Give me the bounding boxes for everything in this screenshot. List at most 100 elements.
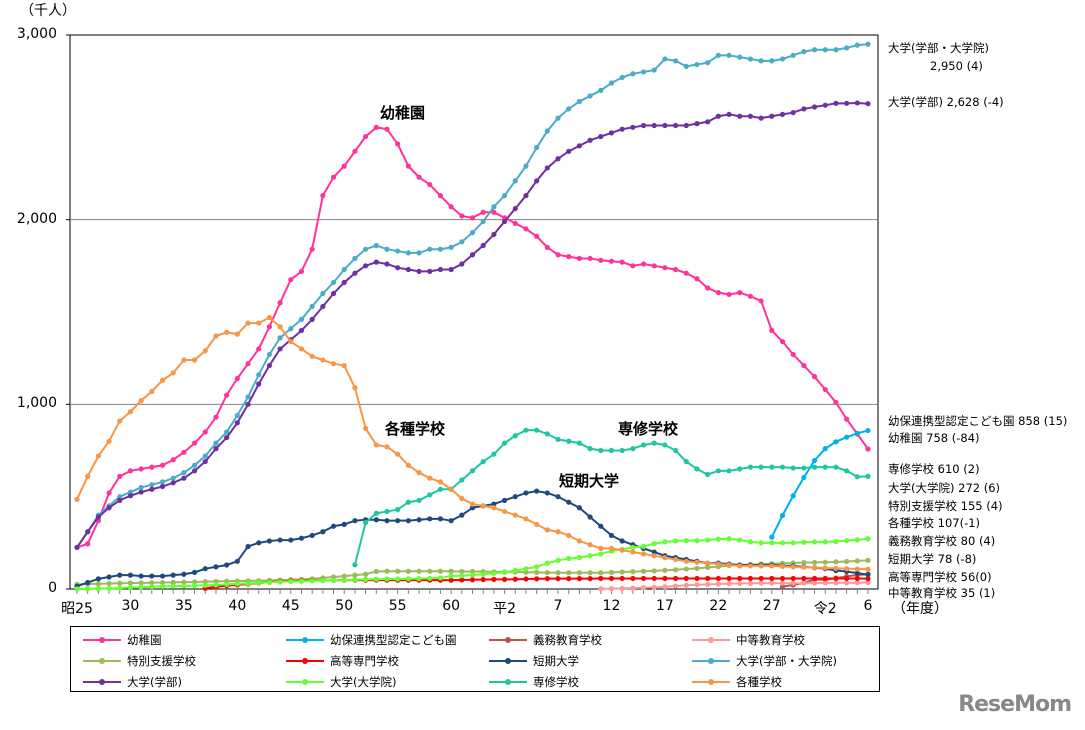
data-point — [266, 538, 273, 544]
data-point — [245, 320, 251, 326]
data-point — [448, 486, 454, 492]
data-point — [683, 575, 689, 582]
data-point — [737, 537, 743, 543]
data-point — [469, 229, 476, 236]
data-point — [437, 568, 444, 574]
data-point — [854, 537, 860, 543]
data-point — [630, 446, 636, 452]
data-point — [555, 115, 561, 121]
series-line — [770, 429, 869, 538]
data-point — [95, 576, 101, 582]
data-point — [149, 464, 155, 470]
data-point — [822, 464, 828, 470]
x-tick-label: 平2 — [493, 601, 517, 617]
data-point — [844, 575, 850, 582]
data-point — [427, 492, 433, 498]
data-point — [159, 583, 166, 590]
legend-label: 大学(学部) — [127, 675, 182, 689]
data-point — [95, 581, 101, 587]
data-point — [437, 575, 444, 581]
y-axis-label: （千人） — [20, 3, 76, 19]
data-point — [651, 549, 657, 555]
data-point — [854, 570, 860, 576]
data-point — [106, 580, 112, 587]
data-point — [363, 246, 369, 252]
data-point — [705, 575, 711, 582]
data-point — [544, 431, 550, 437]
data-point — [288, 578, 294, 585]
data-point — [512, 567, 518, 574]
data-point — [256, 540, 262, 546]
data-point — [651, 575, 657, 582]
data-point — [566, 148, 572, 154]
data-point — [630, 544, 636, 551]
data-point — [630, 71, 636, 77]
data-point — [534, 145, 540, 151]
data-point — [534, 521, 540, 527]
data-point — [384, 518, 390, 524]
data-point — [844, 566, 850, 572]
data-point — [790, 493, 796, 499]
data-point — [705, 537, 711, 543]
data-point — [427, 475, 433, 481]
x-tick-label: 55 — [388, 598, 407, 614]
data-point — [619, 126, 625, 132]
data-point — [309, 353, 315, 359]
data-point — [747, 539, 754, 545]
data-point — [790, 465, 796, 471]
data-point — [512, 512, 518, 518]
data-point — [213, 446, 219, 452]
data-point — [801, 580, 807, 586]
legend-item: 中等教育学校 — [692, 632, 805, 648]
data-point — [619, 547, 625, 553]
data-point — [822, 102, 828, 108]
x-tick-label: 17 — [655, 598, 674, 614]
data-point — [309, 316, 315, 322]
data-point — [576, 555, 582, 561]
legend-item: 専修学校 — [489, 674, 579, 690]
data-point — [266, 579, 273, 585]
data-point — [245, 543, 251, 550]
data-point — [640, 442, 647, 448]
data-point — [705, 60, 711, 66]
data-point — [106, 585, 112, 592]
data-point — [395, 265, 401, 271]
series-1 — [769, 427, 871, 540]
data-point — [373, 510, 379, 516]
data-point — [320, 290, 326, 297]
x-axis-label: （年度） — [892, 601, 948, 617]
data-point — [266, 362, 273, 369]
legend-item: 大学(学部・大学院) — [692, 653, 837, 669]
data-point — [224, 429, 230, 435]
data-point — [395, 576, 401, 582]
data-point — [224, 392, 230, 398]
data-point — [758, 575, 764, 582]
data-point — [117, 580, 123, 586]
data-point — [555, 436, 561, 443]
data-point — [822, 446, 828, 452]
data-point — [202, 453, 208, 459]
data-point — [127, 580, 134, 586]
data-point — [779, 580, 786, 586]
data-point — [705, 471, 711, 478]
data-point — [138, 573, 144, 579]
data-point — [85, 529, 91, 535]
data-point — [683, 582, 689, 588]
data-point — [544, 128, 550, 134]
legend-label: 特別支援学校 — [127, 654, 196, 668]
data-point — [683, 566, 689, 572]
data-point — [437, 486, 444, 492]
data-point — [544, 244, 550, 250]
legend: 幼稚園 幼保連携型認定こども園 義務教育学校 中等教育学校 特別支援学校 高等専門学校 短期… — [70, 626, 880, 692]
data-point — [459, 261, 465, 267]
data-point — [811, 539, 818, 545]
data-point — [448, 577, 454, 583]
data-point — [587, 93, 593, 99]
data-point — [85, 541, 91, 547]
data-point — [779, 56, 786, 62]
series-0 — [74, 124, 871, 551]
legend-marker — [83, 658, 121, 664]
y-tick-label: 3,000 — [16, 26, 57, 42]
data-point — [491, 501, 497, 507]
data-point — [640, 543, 647, 550]
